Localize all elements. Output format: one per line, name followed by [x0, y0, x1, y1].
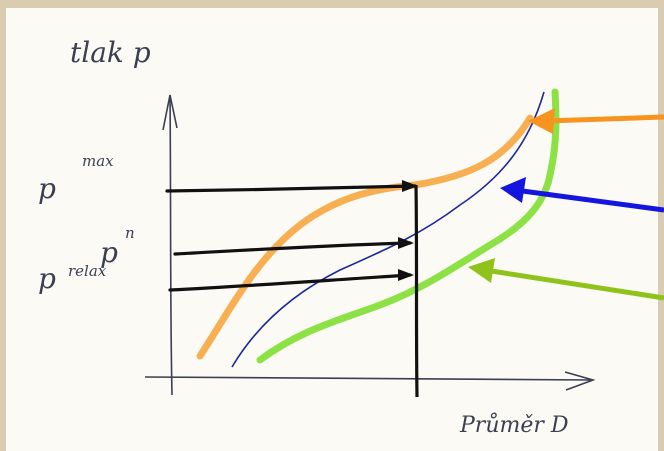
p-max-label-base: p [38, 172, 56, 205]
p-relax-label-sup: relax [68, 262, 107, 280]
y-axis-label: tlak p [70, 36, 151, 69]
p-relax-label-base: p [38, 262, 56, 295]
diameter-vertical-line [416, 185, 417, 397]
x-axis-label: Průměr D [459, 411, 569, 438]
p-n-label-sup: n [125, 224, 135, 242]
paper-background [6, 8, 658, 451]
p-max-label-sup: max [82, 152, 114, 170]
